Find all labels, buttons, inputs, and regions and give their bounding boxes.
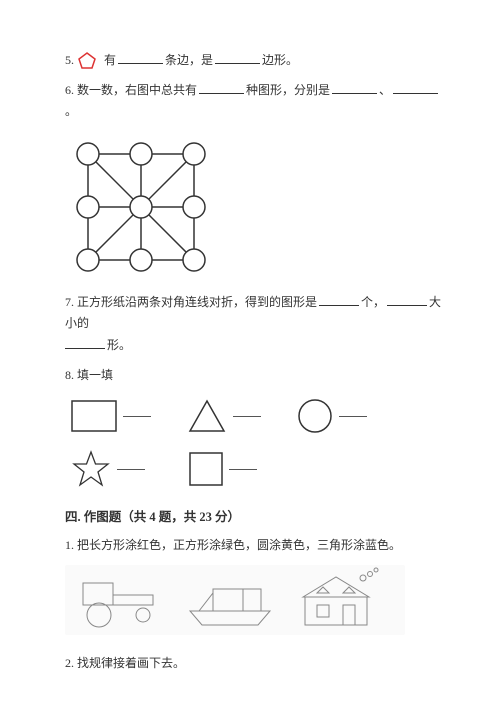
blank	[65, 335, 105, 349]
blank	[319, 292, 359, 306]
blank	[118, 50, 163, 64]
blank	[215, 50, 260, 64]
blank	[393, 80, 438, 94]
q5-num: 5.	[65, 53, 74, 67]
drawing-q1: 1. 把长方形涂红色，正方形涂绿色，圆涂黄色，三角形涂蓝色。	[65, 535, 445, 557]
pentagon-icon	[77, 51, 97, 71]
blank	[332, 80, 377, 94]
shapes-row-1	[71, 398, 445, 434]
star-shape	[71, 450, 145, 488]
rectangle-shape	[71, 398, 151, 434]
question-6: 6. 数一数，右图中总共有种图形，分别是、。	[65, 80, 445, 123]
question-8: 8. 填一填	[65, 365, 445, 387]
coloring-illustration	[65, 565, 405, 635]
blank	[387, 292, 427, 306]
square-shape	[189, 450, 257, 488]
question-7: 7. 正方形纸沿两条对角连线对折，得到的图形是个，大小的 形。	[65, 292, 445, 357]
shapes-row-2	[71, 450, 445, 488]
grid-circles-figure	[67, 133, 445, 278]
section-4-title: 四. 作图题（共 4 题，共 23 分）	[65, 506, 445, 525]
question-5: 5. 有条边，是边形。	[65, 50, 445, 72]
triangle-shape	[187, 398, 261, 434]
drawing-q2: 2. 找规律接着画下去。	[65, 653, 445, 675]
blank	[199, 80, 244, 94]
circle-shape	[297, 398, 367, 434]
